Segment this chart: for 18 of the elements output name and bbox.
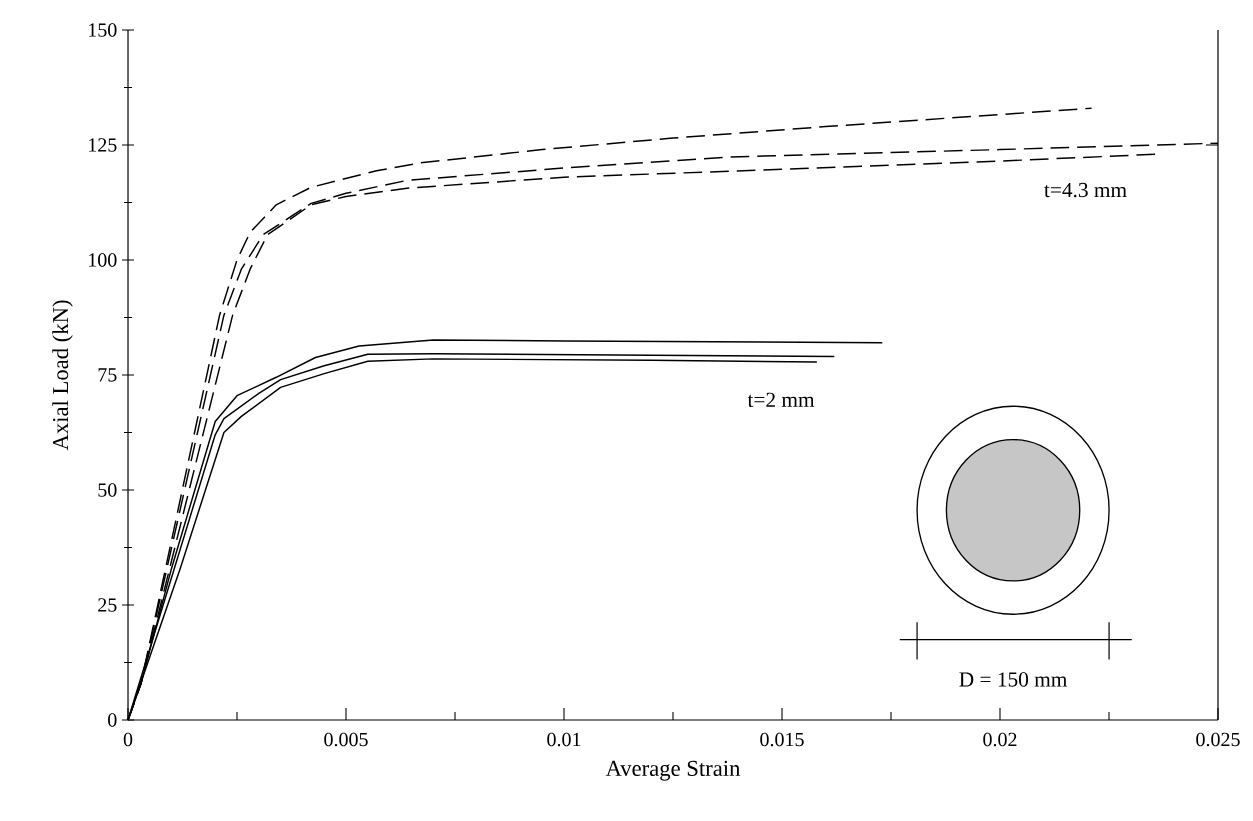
y-axis-title: Axial Load (kN) [52,300,73,451]
x-tick-label: 0.015 [760,732,804,747]
x-tick-label: 0.005 [324,732,368,747]
y-tick-label: 75 [98,368,117,382]
x-tick-label: 0.01 [547,732,581,747]
annotation: D = 150 mm [959,672,1068,687]
y-tick-label: 150 [89,23,117,37]
x-tick-label: 0.02 [983,732,1017,747]
x-axis-title: Average Strain [605,760,741,781]
y-tick-label: 125 [89,138,117,152]
annotation: t=2 mm [747,392,815,407]
y-tick-label: 0 [108,713,117,727]
x-tick-label: 0.025 [1196,732,1240,747]
annotation: t=4.3 mm [1044,182,1127,198]
y-tick-label: 25 [98,598,117,612]
y-tick-label: 100 [89,253,117,267]
x-tick-label: 0 [123,732,133,747]
y-tick-label: 50 [98,483,117,497]
